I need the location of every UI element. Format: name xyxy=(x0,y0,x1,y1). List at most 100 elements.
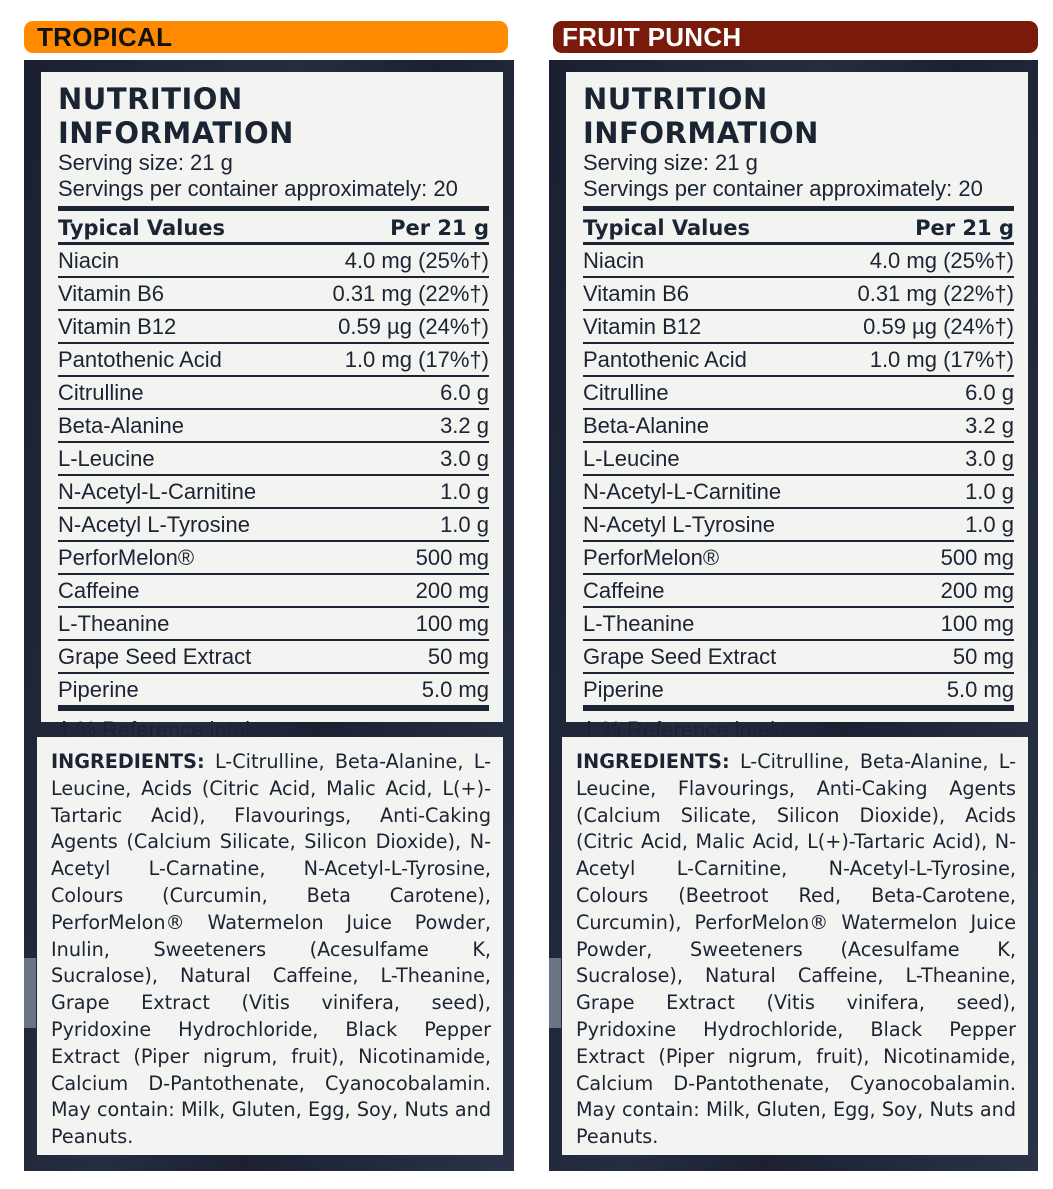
header-typical-values: Typical Values xyxy=(583,216,751,240)
nutrient-name: N-Acetyl L-Tyrosine xyxy=(58,512,250,537)
ingredients-label: INGREDIENTS: xyxy=(51,750,205,773)
nutrient-name: Vitamin B6 xyxy=(58,281,164,306)
nutrient-row: Piperine 5.0 mg xyxy=(583,674,1014,707)
nutrient-row: Caffeine 200 mg xyxy=(58,575,489,608)
ingredients-text: L-Citrulline, Beta-Alanine, L-Leucine, F… xyxy=(576,750,1016,1149)
nutrient-row: Citrulline 6.0 g xyxy=(58,377,489,410)
nutrient-value: 50 mg xyxy=(952,644,1014,669)
nutrient-name: L-Leucine xyxy=(583,446,680,471)
ingredients-card: INGREDIENTS: L-Citrulline, Beta-Alanine,… xyxy=(37,737,503,1155)
nutrient-name: Citrulline xyxy=(583,380,669,405)
label-panel: NUTRITION INFORMATION Serving size: 21 g… xyxy=(549,60,1038,1171)
nutrient-name: Grape Seed Extract xyxy=(583,644,777,669)
tropical-column: TROPICAL NUTRITION INFORMATION Serving s… xyxy=(24,0,514,1189)
nutrient-value: 3.2 g xyxy=(965,413,1014,438)
nutrient-value: 5.0 mg xyxy=(421,677,489,702)
nutrient-name: Caffeine xyxy=(583,578,665,603)
nutrient-name: Vitamin B12 xyxy=(58,314,177,339)
nutrient-row: L-Leucine 3.0 g xyxy=(583,443,1014,476)
nutrient-name: Pantothenic Acid xyxy=(583,347,747,372)
nutrient-row: PerforMelon® 500 mg xyxy=(58,542,489,575)
nutrient-name: Beta-Alanine xyxy=(583,413,709,438)
nutrient-value: 1.0 g xyxy=(440,479,489,504)
nutrient-value: 100 mg xyxy=(940,611,1014,636)
nutrient-name: Piperine xyxy=(583,677,664,702)
nutrient-row: Pantothenic Acid 1.0 mg (17%†) xyxy=(58,344,489,377)
nutrient-value: 100 mg xyxy=(415,611,489,636)
ingredients-text: L-Citrulline, Beta-Alanine, L-Leucine, A… xyxy=(51,750,491,1149)
nutrient-row: Niacin 4.0 mg (25%†) xyxy=(583,245,1014,278)
nutrient-value: 0.59 µg (24%†) xyxy=(338,314,489,339)
nutrition-card: NUTRITION INFORMATION Serving size: 21 g… xyxy=(41,72,503,742)
nutrient-name: Piperine xyxy=(58,677,139,702)
nutrient-row: Grape Seed Extract 50 mg xyxy=(583,641,1014,674)
nutrient-rows: Niacin 4.0 mg (25%†) Vitamin B6 0.31 mg (22… xyxy=(583,245,1014,707)
nutrient-row: L-Leucine 3.0 g xyxy=(58,443,489,476)
nutrient-row: Niacin 4.0 mg (25%†) xyxy=(58,245,489,278)
nutrient-value: 1.0 mg (17%†) xyxy=(344,347,489,372)
nutrient-value: 1.0 g xyxy=(965,512,1014,537)
nutrient-value: 3.0 g xyxy=(965,446,1014,471)
servings-per-container: Servings per container approximately: 20 xyxy=(58,176,458,201)
nutrient-row: PerforMelon® 500 mg xyxy=(583,542,1014,575)
nutrient-value: 4.0 mg (25%†) xyxy=(344,248,489,273)
nutrient-row: N-Acetyl-L-Carnitine 1.0 g xyxy=(58,476,489,509)
nutrient-row: Citrulline 6.0 g xyxy=(583,377,1014,410)
nutrient-value: 1.0 g xyxy=(440,512,489,537)
nutrient-name: Caffeine xyxy=(58,578,140,603)
nutrient-value: 3.2 g xyxy=(440,413,489,438)
divider xyxy=(583,206,1014,211)
nutrient-row: Vitamin B6 0.31 mg (22%†) xyxy=(583,278,1014,311)
nutrient-name: PerforMelon® xyxy=(583,545,720,570)
nutrient-value: 6.0 g xyxy=(965,380,1014,405)
nutrient-row: Caffeine 200 mg xyxy=(583,575,1014,608)
ingredients-card: INGREDIENTS: L-Citrulline, Beta-Alanine,… xyxy=(562,737,1028,1155)
nutrient-rows: Niacin 4.0 mg (25%†) Vitamin B6 0.31 mg (22… xyxy=(58,245,489,707)
divider xyxy=(583,707,1014,711)
nutrient-row: Vitamin B12 0.59 µg (24%†) xyxy=(583,311,1014,344)
panel-edge-tab xyxy=(24,958,36,1028)
nutrient-row: Vitamin B6 0.31 mg (22%†) xyxy=(58,278,489,311)
nutrient-value: 0.59 µg (24%†) xyxy=(863,314,1014,339)
nutrient-value: 500 mg xyxy=(415,545,489,570)
nutrient-row: L-Theanine 100 mg xyxy=(583,608,1014,641)
nutrient-name: N-Acetyl L-Tyrosine xyxy=(583,512,775,537)
panel-edge-tab xyxy=(549,958,561,1028)
nutrient-row: N-Acetyl L-Tyrosine 1.0 g xyxy=(58,509,489,542)
nutrient-row: Beta-Alanine 3.2 g xyxy=(583,410,1014,443)
nutrient-value: 4.0 mg (25%†) xyxy=(869,248,1014,273)
nutrient-row: N-Acetyl-L-Carnitine 1.0 g xyxy=(583,476,1014,509)
nutrient-name: N-Acetyl-L-Carnitine xyxy=(583,479,782,504)
serving-size: Serving size: 21 g xyxy=(58,150,233,175)
nutrient-name: Pantothenic Acid xyxy=(58,347,222,372)
nutrient-name: Grape Seed Extract xyxy=(58,644,252,669)
label-panel: NUTRITION INFORMATION Serving size: 21 g… xyxy=(24,60,514,1171)
nutrient-name: Niacin xyxy=(583,248,645,273)
nutrient-value: 200 mg xyxy=(415,578,489,603)
nutrient-name: N-Acetyl-L-Carnitine xyxy=(58,479,257,504)
nutrient-value: 50 mg xyxy=(427,644,489,669)
table-header: Typical Values Per 21 g xyxy=(58,214,489,245)
nutrient-value: 3.0 g xyxy=(440,446,489,471)
nutrient-name: Niacin xyxy=(58,248,120,273)
header-per-serving: Per 21 g xyxy=(390,216,489,240)
flavor-banner: FRUIT PUNCH xyxy=(553,21,1038,53)
nutrient-name: L-Leucine xyxy=(58,446,155,471)
divider xyxy=(58,707,489,711)
nutrient-row: N-Acetyl L-Tyrosine 1.0 g xyxy=(583,509,1014,542)
servings-per-container: Servings per container approximately: 20 xyxy=(583,176,983,201)
nutrient-row: Piperine 5.0 mg xyxy=(58,674,489,707)
nutrient-row: Vitamin B12 0.59 µg (24%†) xyxy=(58,311,489,344)
fruit-punch-column: FRUIT PUNCH NUTRITION INFORMATION Servin… xyxy=(549,0,1039,1189)
nutrient-value: 1.0 g xyxy=(965,479,1014,504)
ingredients-label: INGREDIENTS: xyxy=(576,750,730,773)
nutrient-value: 200 mg xyxy=(940,578,1014,603)
serving-size: Serving size: 21 g xyxy=(583,150,758,175)
nutrient-value: 5.0 mg xyxy=(946,677,1014,702)
nutrient-value: 500 mg xyxy=(940,545,1014,570)
nutrient-value: 0.31 mg (22%†) xyxy=(332,281,489,306)
nutrient-row: Pantothenic Acid 1.0 mg (17%†) xyxy=(583,344,1014,377)
nutrient-name: L-Theanine xyxy=(583,611,695,636)
nutrition-card: NUTRITION INFORMATION Serving size: 21 g… xyxy=(566,72,1028,742)
nutrient-name: L-Theanine xyxy=(58,611,170,636)
